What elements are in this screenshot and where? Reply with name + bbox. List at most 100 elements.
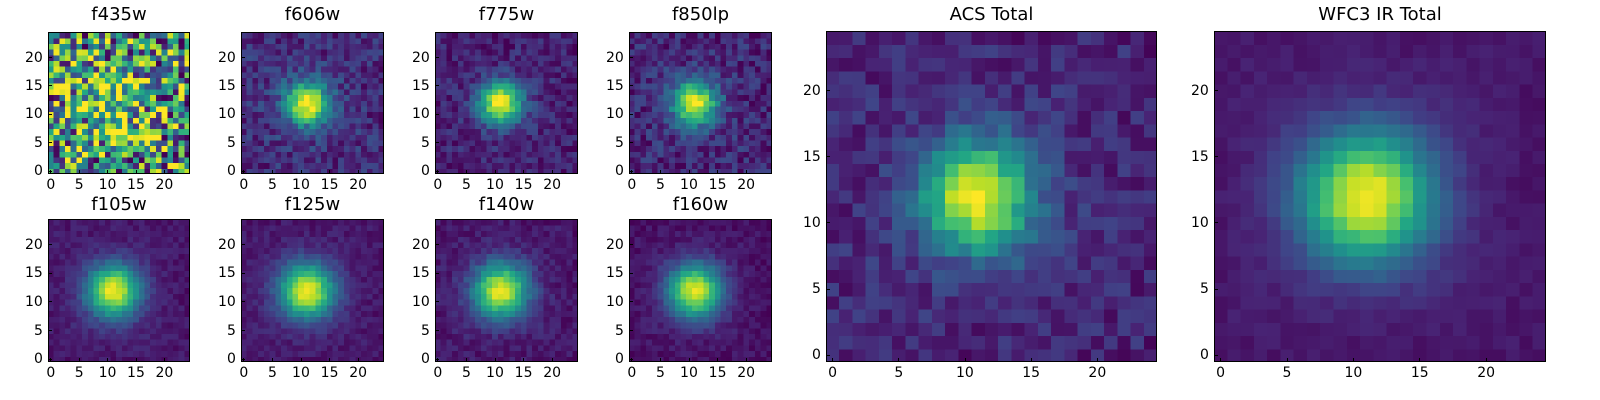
heatmap-cell (263, 316, 271, 323)
heatmap-cell (634, 293, 642, 300)
heatmap-cell (161, 310, 168, 317)
heatmap-cell (463, 139, 470, 147)
heatmap-cell (515, 333, 522, 340)
heatmap-cell (475, 139, 482, 147)
heatmap-cell (82, 162, 89, 169)
heatmap-cell (691, 105, 699, 113)
heatmap-cell (457, 94, 465, 101)
heatmap-cell (315, 224, 322, 232)
heatmap-cell (178, 168, 185, 174)
heatmap-cell (378, 168, 384, 174)
heatmap-cell (697, 60, 704, 67)
heatmap-cell (743, 304, 750, 312)
heatmap-cell (549, 83, 556, 90)
heatmap-cell (480, 111, 488, 118)
heatmap-cell (121, 356, 129, 362)
heatmap-cell (172, 105, 180, 113)
heatmap-cell (355, 32, 362, 39)
heatmap-cell (440, 281, 448, 289)
heatmap-cell (309, 276, 316, 283)
heatmap-cell (298, 247, 305, 254)
heatmap-cell (537, 122, 545, 130)
heatmap-cell (634, 83, 642, 90)
heatmap-cell (332, 168, 339, 174)
heatmap-cell (99, 151, 106, 158)
heatmap-cell (241, 219, 248, 226)
heatmap-cell (76, 49, 83, 56)
heatmap-cell (760, 134, 767, 141)
heatmap-cell (509, 60, 516, 67)
heatmap-cell (709, 105, 716, 113)
heatmap-cell (349, 350, 356, 357)
heatmap-cell (252, 134, 259, 141)
heatmap-cell (629, 77, 636, 84)
heatmap-cell (127, 43, 134, 50)
heatmap-cell (532, 304, 539, 312)
heatmap-cell (634, 77, 642, 84)
heatmap-cell (378, 122, 384, 130)
heatmap-cell (116, 344, 123, 352)
heatmap-cell (657, 327, 664, 334)
heatmap-cell (127, 270, 134, 277)
heatmap-cell (549, 304, 556, 312)
heatmap-cell (731, 344, 739, 352)
heatmap-cell (116, 139, 123, 147)
heatmap-cell (110, 247, 117, 254)
heatmap-cell (509, 128, 516, 135)
heatmap-cell (161, 94, 168, 101)
heatmap-cell (292, 327, 299, 334)
x-tick-mark (357, 170, 359, 174)
heatmap-cell (104, 156, 112, 164)
heatmap-cell (65, 281, 72, 289)
heatmap-cell (82, 333, 89, 340)
heatmap-cell (515, 236, 522, 243)
heatmap-cell (241, 151, 248, 158)
heatmap-cell (127, 230, 134, 237)
heatmap-cell (509, 247, 516, 254)
heatmap-cell (457, 37, 465, 44)
heatmap-cell (475, 270, 482, 277)
heatmap-cell (93, 88, 100, 96)
heatmap-cell (286, 333, 294, 340)
heatmap-cell (104, 281, 112, 289)
heatmap-cell (326, 88, 334, 96)
heatmap-cell (680, 304, 687, 312)
x-tick-mark (271, 358, 273, 362)
heatmap-cell (657, 276, 664, 283)
heatmap-cell (263, 276, 271, 283)
heatmap-cell (703, 151, 710, 158)
heatmap-cell (275, 128, 282, 135)
heatmap-cell (372, 162, 379, 169)
heatmap-cell (549, 145, 556, 152)
heatmap-cell (110, 100, 117, 107)
heatmap-cell (686, 151, 693, 158)
heatmap-cell (378, 32, 384, 39)
heatmap-cell (492, 134, 499, 141)
heatmap-cell (366, 299, 374, 306)
heatmap-cell (520, 241, 528, 249)
heatmap-cell (766, 77, 772, 84)
heatmap-cell (697, 333, 704, 340)
heatmap-cell (281, 327, 288, 334)
heatmap-cell (726, 356, 733, 362)
heatmap-cell (646, 287, 653, 294)
heatmap-cell (326, 145, 334, 152)
heatmap-cell (669, 122, 676, 130)
heatmap-cell (355, 287, 362, 294)
heatmap-cell (93, 299, 100, 306)
heatmap-cell (349, 134, 356, 141)
heatmap-cell (133, 293, 140, 300)
heatmap-cell (463, 230, 470, 237)
heatmap-cell (138, 356, 146, 362)
heatmap-cell (87, 350, 95, 357)
heatmap-cell (669, 105, 676, 113)
heatmap-cell (754, 162, 762, 169)
heatmap-cell (726, 71, 733, 79)
heatmap-cell (572, 60, 578, 67)
heatmap-cell (133, 304, 140, 312)
heatmap-cell (537, 71, 545, 79)
heatmap-cell (309, 287, 316, 294)
heatmap-cell (526, 270, 533, 277)
heatmap-cell (366, 339, 374, 346)
heatmap-cell (446, 310, 453, 317)
